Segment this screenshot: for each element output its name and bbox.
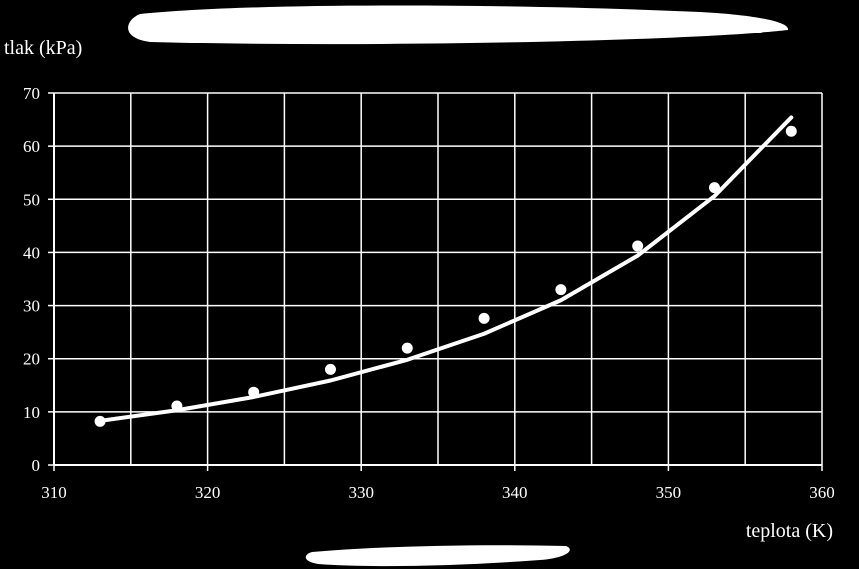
data-point — [171, 400, 183, 412]
axes — [48, 92, 823, 471]
x-tick-label: 350 — [656, 483, 682, 502]
x-tick-label: 360 — [809, 483, 835, 502]
y-tick-label: 70 — [23, 84, 40, 103]
data-point — [555, 284, 567, 296]
y-tick-label: 10 — [23, 403, 40, 422]
y-tick-label: 50 — [23, 190, 40, 209]
x-tick-labels: 310 320 330 340 350 360 — [41, 483, 835, 502]
redaction-scribble-bottom — [305, 545, 570, 567]
x-tick-label: 330 — [348, 483, 374, 502]
x-axis-title: teplota (K) — [746, 520, 833, 542]
y-tick-label: 30 — [23, 297, 40, 316]
y-tick-label: 0 — [32, 456, 41, 475]
data-point — [324, 363, 336, 375]
y-tick-labels: 0 10 20 30 40 50 60 70 — [23, 84, 40, 475]
data-point — [94, 415, 106, 427]
redaction-scribble-top — [128, 5, 789, 45]
data-point — [708, 182, 720, 194]
y-tick-label: 60 — [23, 137, 40, 156]
x-tick-label: 310 — [41, 483, 67, 502]
x-tick-label: 320 — [195, 483, 221, 502]
y-axis-title: tlak (kPa) — [4, 37, 82, 59]
data-point — [785, 125, 797, 137]
x-tick-label: 340 — [502, 483, 528, 502]
data-point — [401, 342, 413, 354]
data-point — [632, 240, 644, 252]
trendline — [98, 115, 794, 423]
data-points — [94, 125, 797, 427]
y-tick-label: 40 — [23, 243, 40, 262]
data-point — [478, 312, 490, 324]
y-tick-label: 20 — [23, 350, 40, 369]
data-point — [248, 386, 260, 398]
